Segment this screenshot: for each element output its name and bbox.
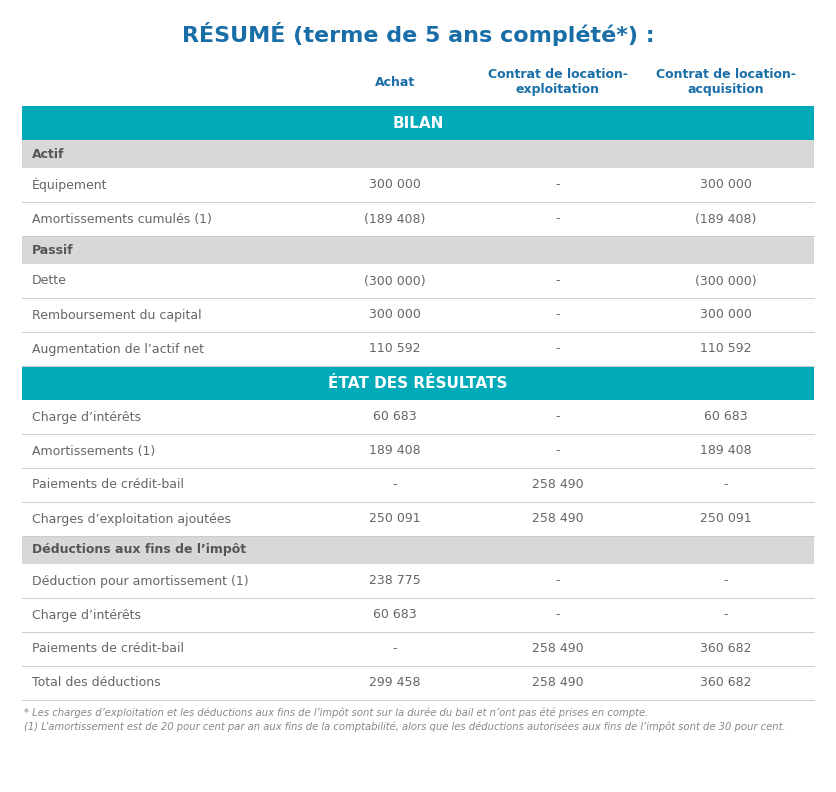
Text: 300 000: 300 000 [700,309,752,322]
Bar [22,468,814,502]
Text: Déductions aux fins de l’impôt: Déductions aux fins de l’impôt [32,543,246,557]
Text: Déduction pour amortissement (1): Déduction pour amortissement (1) [32,574,248,588]
Text: -: - [556,410,560,424]
Text: ÉTAT DES RÉSULTATS: ÉTAT DES RÉSULTATS [329,375,507,390]
Text: 360 682: 360 682 [701,676,752,690]
Text: -: - [556,178,560,192]
Text: 250 091: 250 091 [701,512,752,526]
Text: -: - [724,608,728,622]
Text: -: - [556,444,560,458]
Text: (189 408): (189 408) [696,212,757,226]
Bar [22,502,814,536]
Text: Achat: Achat [375,75,415,89]
Text: 300 000: 300 000 [700,178,752,192]
Text: Charges d’exploitation ajoutées: Charges d’exploitation ajoutées [32,512,231,526]
Bar [22,264,814,298]
Text: Contrat de location-
exploitation: Contrat de location- exploitation [488,68,628,96]
Bar [22,434,814,468]
Text: 189 408: 189 408 [701,444,752,458]
Bar [22,106,814,140]
Text: (300 000): (300 000) [364,275,426,287]
Text: 60 683: 60 683 [373,410,417,424]
Text: (300 000): (300 000) [696,275,757,287]
Text: Augmentation de l’actif net: Augmentation de l’actif net [32,342,204,356]
Text: -: - [393,642,397,656]
Text: -: - [724,478,728,492]
Text: Paiements de crédit-bail: Paiements de crédit-bail [32,642,184,656]
Text: Paiements de crédit-bail: Paiements de crédit-bail [32,478,184,492]
Text: (1) L’amortissement est de 20 pour cent par an aux fins de la comptabilité, alor: (1) L’amortissement est de 20 pour cent … [24,721,786,732]
Bar [22,536,814,564]
Text: 258 490: 258 490 [533,676,584,690]
Text: Total des déductions: Total des déductions [32,676,161,690]
Text: 60 683: 60 683 [373,608,417,622]
Bar [22,666,814,700]
Bar [22,140,814,168]
Text: 258 490: 258 490 [533,512,584,526]
Bar [22,564,814,598]
Text: Charge d’intérêts: Charge d’intérêts [32,410,141,424]
Text: Charge d’intérêts: Charge d’intérêts [32,608,141,622]
Text: -: - [556,309,560,322]
Text: Actif: Actif [32,147,64,161]
Bar [22,598,814,632]
Text: -: - [724,574,728,588]
Bar [22,168,814,202]
Bar [22,332,814,366]
Text: Dette: Dette [32,275,67,287]
Bar [22,400,814,434]
Text: 110 592: 110 592 [370,342,421,356]
Text: (189 408): (189 408) [364,212,426,226]
Text: Contrat de location-
acquisition: Contrat de location- acquisition [656,68,796,96]
Text: 299 458: 299 458 [370,676,421,690]
Bar [22,298,814,332]
Text: 258 490: 258 490 [533,642,584,656]
Text: RÉSUMÉ (terme de 5 ans complété*) :: RÉSUMÉ (terme de 5 ans complété*) : [181,22,655,46]
Text: -: - [556,608,560,622]
Text: -: - [556,574,560,588]
Bar [22,632,814,666]
Text: 250 091: 250 091 [370,512,421,526]
Bar [22,366,814,400]
Text: -: - [556,342,560,356]
Text: -: - [556,212,560,226]
Text: -: - [556,275,560,287]
Text: Passif: Passif [32,243,74,257]
Text: 300 000: 300 000 [369,309,421,322]
Text: Remboursement du capital: Remboursement du capital [32,309,201,322]
Text: 238 775: 238 775 [370,574,421,588]
Text: Équipement: Équipement [32,177,108,192]
Text: Amortissements cumulés (1): Amortissements cumulés (1) [32,212,212,226]
Text: * Les charges d’exploitation et les déductions aux fins de l’impôt sont sur la d: * Les charges d’exploitation et les dédu… [24,708,648,718]
Text: 60 683: 60 683 [704,410,748,424]
Text: 110 592: 110 592 [701,342,752,356]
Text: Amortissements (1): Amortissements (1) [32,444,155,458]
Bar [22,202,814,236]
Text: BILAN: BILAN [392,116,444,131]
Text: -: - [393,478,397,492]
Text: 360 682: 360 682 [701,642,752,656]
Text: 189 408: 189 408 [370,444,421,458]
Bar [22,236,814,264]
Text: 300 000: 300 000 [369,178,421,192]
Text: 258 490: 258 490 [533,478,584,492]
